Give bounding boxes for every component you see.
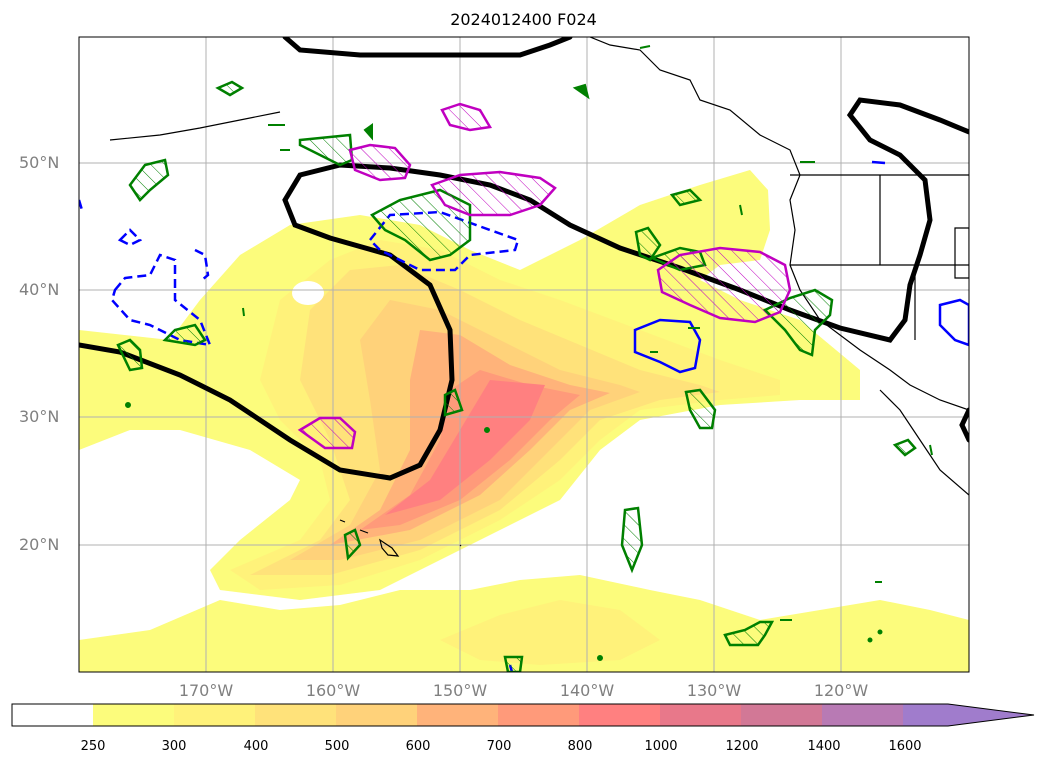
lat-label-20n: 20°N [19, 535, 60, 554]
lon-label-140w: 140°W [559, 681, 615, 700]
lon-label-170w: 170°W [178, 681, 234, 700]
colorbar-segment [93, 704, 174, 726]
colorbar-segment [12, 704, 93, 726]
colorbar-segment [417, 704, 498, 726]
map-title: 2024012400 F024 [450, 10, 597, 29]
colorbar-tick-label: 1200 [725, 739, 759, 754]
colorbar-segment [741, 704, 822, 726]
lat-label-40n: 40°N [19, 280, 60, 299]
colorbar-outline [11, 703, 1035, 727]
colorbar-segment [174, 704, 255, 726]
lon-label-160w: 160°W [305, 681, 361, 700]
lat-label-30n: 30°N [19, 407, 60, 426]
magenta-hatched-contours [297, 102, 792, 450]
colorbar-tick-label: 300 [161, 739, 187, 754]
colorbar-tick-label: 400 [243, 739, 269, 754]
ivt-hole [292, 281, 324, 305]
colorbar-tick-label: 700 [486, 739, 512, 754]
colorbar-segment [660, 704, 741, 726]
ivt-800-band [385, 380, 545, 515]
colorbar-segment [255, 704, 336, 726]
lon-label-130w: 130°W [686, 681, 742, 700]
plot-frame [78, 36, 970, 673]
ivt-south-300 [440, 600, 660, 665]
colorbar-segment [579, 704, 660, 726]
colorbar-tick-label: 1000 [644, 739, 678, 754]
colorbar-segment [498, 704, 579, 726]
colorbar [11, 703, 1035, 727]
colorbar-tick-label: 500 [324, 739, 350, 754]
colorbar-tick-label: 250 [80, 739, 106, 754]
colorbar-tick-label: 800 [567, 739, 593, 754]
colorbar-segment [336, 704, 417, 726]
lat-label-50n: 50°N [19, 153, 60, 172]
lon-label-150w: 150°W [432, 681, 488, 700]
colorbar-tick-label: 1400 [807, 739, 841, 754]
colorbar-tick-label: 600 [405, 739, 431, 754]
green-small-marks [125, 45, 933, 661]
colorbar-extend-arrow [903, 704, 1034, 726]
colorbar-segment [822, 704, 903, 726]
colorbar-tick-label: 1600 [888, 739, 922, 754]
lon-label-120w: 120°W [813, 681, 869, 700]
